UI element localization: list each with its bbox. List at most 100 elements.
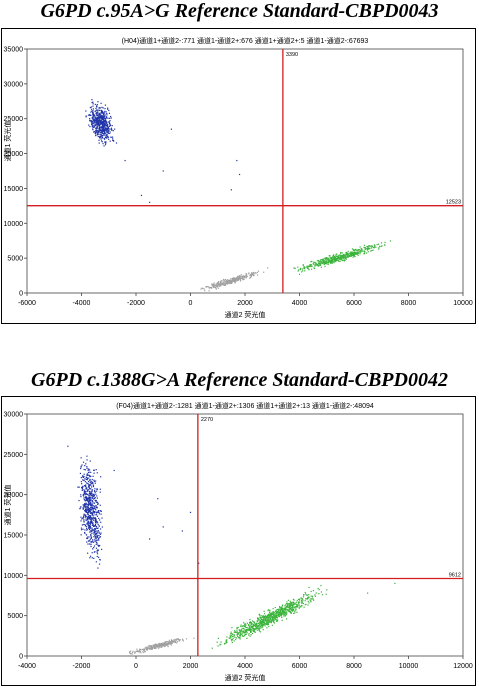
data-point [163, 644, 165, 646]
data-point [272, 620, 274, 622]
data-point [350, 252, 353, 254]
data-point [165, 641, 167, 643]
data-point [93, 116, 95, 118]
data-point [92, 514, 94, 516]
data-point [339, 257, 342, 259]
data-point [85, 514, 87, 516]
data-point [273, 614, 275, 616]
data-point [91, 505, 93, 507]
data-point [263, 622, 265, 624]
data-point [220, 281, 222, 283]
data-point [97, 109, 99, 111]
data-point [351, 251, 353, 253]
data-point [106, 130, 108, 132]
data-point [89, 478, 91, 481]
data-point [258, 627, 260, 629]
data-point [94, 523, 97, 526]
data-point [356, 249, 359, 251]
data-point [309, 265, 312, 267]
data-point [297, 606, 299, 608]
data-point [271, 612, 273, 614]
data-point [203, 288, 205, 290]
data-point [250, 272, 253, 274]
data-point [259, 616, 262, 619]
data-point [93, 120, 96, 122]
data-point [288, 605, 290, 607]
data-point [292, 608, 294, 610]
data-point [96, 130, 98, 132]
data-point [230, 281, 232, 283]
data-point [227, 282, 230, 284]
threshold-y-label: 12523 [446, 200, 461, 206]
data-point [86, 527, 88, 529]
data-point [99, 132, 101, 134]
data-point [97, 127, 99, 129]
data-point [311, 598, 313, 600]
data-point [93, 545, 96, 547]
data-point [169, 642, 172, 644]
data-point [94, 488, 96, 490]
data-point [267, 623, 269, 625]
data-point [97, 545, 100, 547]
data-point [236, 159, 238, 162]
data-point [256, 625, 258, 627]
data-point [394, 582, 396, 584]
data-point [307, 597, 309, 599]
data-point [228, 282, 230, 285]
data-point [233, 634, 235, 636]
data-point [95, 543, 97, 545]
chart-frame [1, 396, 476, 686]
data-point [89, 521, 91, 523]
data-point [163, 645, 166, 648]
data-point [81, 489, 84, 491]
data-point [225, 642, 227, 644]
data-point [314, 262, 316, 264]
data-point [96, 501, 98, 503]
data-point [264, 618, 266, 620]
data-point [154, 646, 156, 648]
data-point [294, 606, 296, 608]
data-point [89, 499, 91, 501]
data-point [100, 132, 102, 134]
data-point [263, 610, 265, 612]
data-point [255, 623, 257, 625]
data-point [82, 494, 84, 496]
data-point [355, 253, 357, 255]
data-point [333, 258, 336, 260]
x-axis-label: 通道2 荧光值 [225, 673, 266, 682]
data-point [224, 282, 226, 285]
data-point [290, 608, 292, 610]
data-point [82, 528, 84, 530]
data-point [236, 632, 238, 634]
data-point [95, 541, 98, 543]
data-point [167, 641, 169, 643]
data-point [247, 628, 249, 631]
data-point [244, 277, 246, 279]
data-point [98, 131, 100, 133]
data-point [101, 127, 103, 129]
data-point [85, 502, 87, 505]
data-point [314, 595, 316, 597]
data-point [367, 251, 369, 253]
data-point [273, 617, 275, 619]
data-point [101, 548, 103, 550]
data-point [341, 252, 343, 254]
data-point [280, 612, 282, 615]
data-point [359, 246, 361, 248]
data-point [150, 645, 152, 647]
data-point [96, 536, 98, 539]
data-point [83, 495, 85, 497]
data-point [90, 502, 92, 504]
data-point [272, 621, 275, 623]
data-point [367, 247, 370, 250]
data-point [360, 250, 362, 252]
data-point [342, 255, 345, 257]
data-point [239, 638, 241, 640]
data-point [156, 645, 158, 647]
data-point [101, 115, 104, 117]
data-point [305, 594, 308, 596]
data-point [239, 631, 241, 633]
data-point [166, 641, 168, 643]
data-point [101, 126, 103, 128]
data-point [292, 606, 294, 608]
